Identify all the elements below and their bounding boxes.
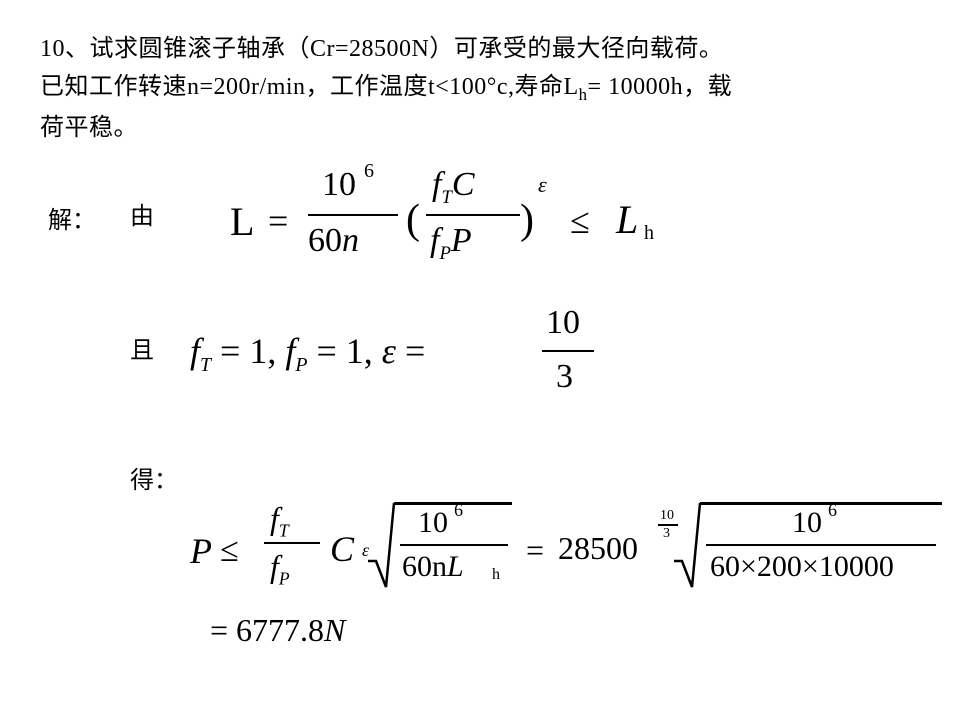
rad1-den: 60nL bbox=[402, 550, 464, 584]
result-value: 6777.8 bbox=[236, 612, 324, 648]
sym-Lh: L bbox=[616, 196, 638, 243]
Lh-symbol: L bbox=[563, 74, 578, 100]
problem-text: ）可承受的最大径向载荷。 bbox=[429, 36, 723, 62]
sym-eq: = bbox=[268, 200, 288, 242]
sub-h: h bbox=[644, 222, 654, 245]
right-paren: ) bbox=[520, 196, 534, 244]
label-solution: 解： bbox=[48, 200, 96, 235]
fraction-bar bbox=[706, 544, 936, 546]
problem-text: 10、试求圆锥滚子轴承（ bbox=[40, 36, 310, 62]
equation-final-result: = 6777.8N bbox=[210, 612, 345, 649]
rad1-num: 10 bbox=[418, 506, 448, 540]
radical-icon bbox=[674, 495, 702, 590]
problem-text: ，载 bbox=[683, 74, 732, 100]
param-values: fT = 1, fP = 1, ε = bbox=[190, 330, 425, 377]
rad1-exp: 6 bbox=[454, 500, 463, 521]
radical-icon bbox=[368, 495, 396, 590]
equation-life-formula: L = 10 6 60n ( fTC fPP ) ε ≤ L h bbox=[230, 160, 790, 280]
value-28500: 28500 bbox=[558, 530, 638, 567]
Lh-value: = 10000h bbox=[588, 74, 684, 100]
fraction-bar bbox=[264, 542, 320, 544]
Lh-sub: h bbox=[579, 85, 588, 104]
sym-C: C bbox=[330, 528, 354, 570]
radical-bar bbox=[700, 502, 942, 505]
num-fTC: fTC bbox=[432, 166, 475, 209]
sym-eq: = bbox=[526, 532, 544, 569]
den-60n: 60n bbox=[308, 222, 359, 260]
fraction-bar bbox=[308, 214, 398, 216]
sym-le: ≤ bbox=[570, 200, 590, 242]
exp-6: 6 bbox=[364, 160, 374, 183]
rad2-num: 10 bbox=[792, 506, 822, 540]
fraction-bar bbox=[542, 350, 594, 352]
problem-text: 已知工作转速 bbox=[40, 74, 187, 100]
num-fT: fT bbox=[270, 500, 289, 541]
eps-den: 3 bbox=[556, 358, 573, 396]
life-label: 寿命 bbox=[514, 74, 563, 100]
problem-statement: 10、试求圆锥滚子轴承（Cr=28500N）可承受的最大径向载荷。 已知工作转速… bbox=[40, 30, 920, 147]
rad2-exp: 6 bbox=[828, 500, 837, 521]
fraction-bar bbox=[426, 214, 520, 216]
left-paren: ( bbox=[406, 196, 420, 244]
eps-num: 10 bbox=[546, 304, 580, 342]
sym-eq: = bbox=[210, 612, 228, 648]
radical-bar bbox=[394, 502, 512, 505]
root-index-num: 10 bbox=[660, 508, 674, 524]
root-index-den: 3 bbox=[663, 526, 670, 542]
sym-le: ≤ bbox=[220, 532, 239, 570]
rad2-den: 60×200×10000 bbox=[710, 550, 894, 584]
cr-value: Cr=28500N bbox=[310, 36, 429, 62]
n-value: n=200r/min bbox=[187, 74, 306, 100]
label-and: 且 bbox=[130, 330, 154, 365]
label-from: 由 bbox=[130, 196, 154, 231]
t-value: t<100°c, bbox=[428, 74, 514, 100]
equation-result-derivation: P ≤ fT fP C ε 10 6 60nL h = 28500 10 3 1… bbox=[190, 490, 930, 600]
sym-L: L bbox=[230, 198, 254, 245]
problem-text: 荷平稳。 bbox=[40, 115, 138, 141]
result-unit: N bbox=[324, 612, 345, 648]
label-obtain: 得： bbox=[130, 460, 178, 495]
num-10: 10 bbox=[322, 166, 356, 204]
den-fPP: fPP bbox=[430, 222, 472, 265]
fraction-bar bbox=[400, 544, 508, 546]
den-fP: fP bbox=[270, 548, 290, 589]
equation-parameters: fT = 1, fP = 1, ε = 10 3 bbox=[190, 300, 710, 400]
sym-epsilon: ε bbox=[538, 172, 547, 198]
problem-text: ，工作温度 bbox=[306, 74, 429, 100]
sym-P: P bbox=[190, 530, 212, 572]
rad1-den-sub: h bbox=[492, 566, 500, 584]
